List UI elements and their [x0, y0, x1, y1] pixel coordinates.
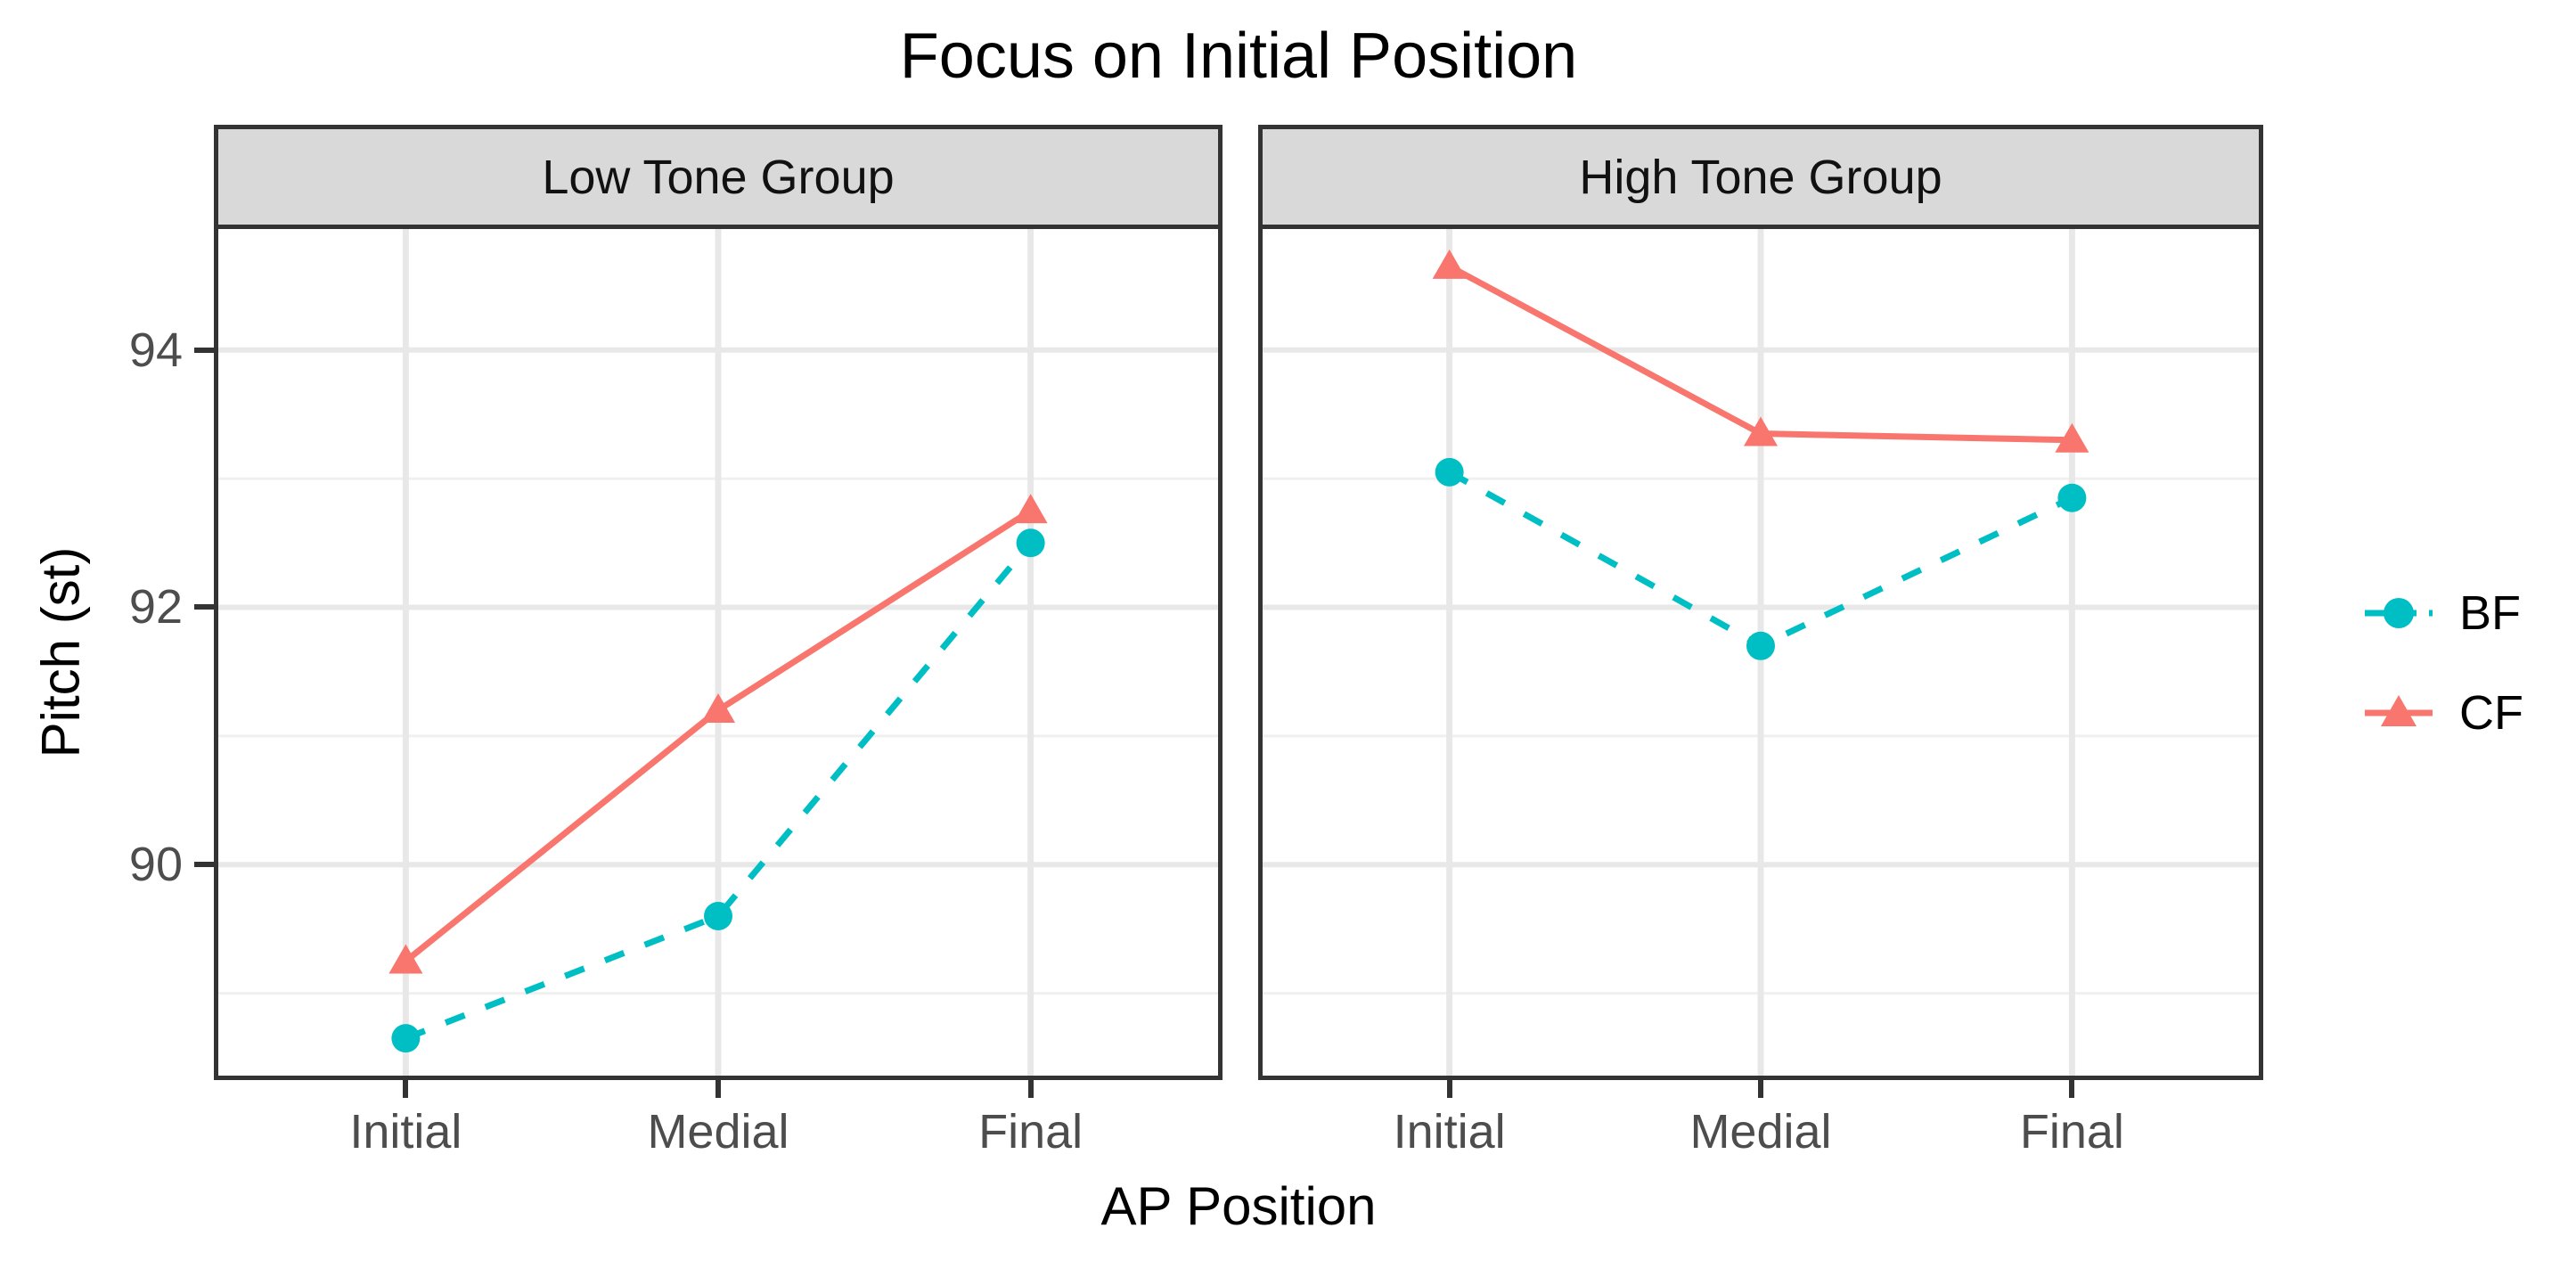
legend-label-bf: BF: [2459, 586, 2522, 640]
x-tick-label: Final: [978, 1105, 1084, 1158]
panel-high-tone: [1258, 225, 2263, 1080]
x-tick-mark: [403, 1080, 409, 1098]
y-tick-label: 90: [128, 838, 183, 892]
facet-strip-low-tone: Low Tone Group: [214, 125, 1223, 225]
facet-strip-high-tone: High Tone Group: [1258, 125, 2263, 225]
legend-label-cf: CF: [2459, 686, 2523, 740]
y-tick-mark: [194, 347, 214, 353]
x-tick-mark: [2069, 1080, 2075, 1098]
legend-key-cf-icon: [2365, 695, 2433, 726]
data-point-triangle: [388, 944, 423, 974]
x-tick-label: Initial: [1393, 1105, 1506, 1158]
data-point-circle: [704, 901, 732, 930]
legend-key-circle: [2384, 598, 2414, 628]
x-tick-label: Initial: [349, 1105, 462, 1158]
data-point-triangle: [701, 692, 735, 723]
data-point-triangle: [2055, 422, 2089, 453]
legend-item-bf: BF: [2363, 577, 2523, 649]
panel-border: [1258, 225, 2263, 1080]
chart-title: Focus on Initial Position: [899, 20, 1578, 92]
y-tick-label: 94: [128, 323, 183, 377]
panel-plot-area: [214, 225, 1223, 1080]
panel-low-tone: [214, 225, 1223, 1080]
x-tick-mark: [1758, 1080, 1763, 1098]
data-point-circle: [1016, 528, 1045, 558]
data-point-triangle: [1013, 494, 1048, 524]
panel-border: [214, 225, 1223, 1080]
data-point-circle: [1435, 457, 1464, 487]
legend: BF CF: [2363, 577, 2523, 749]
x-tick-label: Medial: [647, 1105, 789, 1158]
x-tick-label: Medial: [1689, 1105, 1832, 1158]
data-point-triangle: [1744, 416, 1778, 446]
x-tick-mark: [1027, 1080, 1034, 1098]
legend-key-triangle: [2381, 695, 2417, 726]
x-tick-mark: [1446, 1080, 1452, 1098]
data-point-triangle: [1432, 249, 1467, 279]
x-tick-label: Final: [2019, 1105, 2124, 1158]
x-tick-mark: [716, 1080, 721, 1098]
legend-key-bf-icon: [2365, 598, 2433, 628]
data-point-circle: [391, 1024, 421, 1053]
legend-item-cf: CF: [2363, 677, 2523, 749]
y-tick-mark: [194, 862, 214, 868]
facet-strip-label: High Tone Group: [1579, 150, 1942, 204]
y-tick-label: 92: [128, 580, 183, 634]
data-point-circle: [2057, 483, 2087, 512]
series-line-bf: [405, 541, 1034, 1042]
facet-strip-label: Low Tone Group: [542, 150, 895, 204]
panel-plot-area: [1258, 225, 2263, 1080]
y-tick-mark: [194, 604, 214, 610]
data-point-circle: [1746, 631, 1775, 660]
x-axis-title: AP Position: [1100, 1176, 1377, 1236]
